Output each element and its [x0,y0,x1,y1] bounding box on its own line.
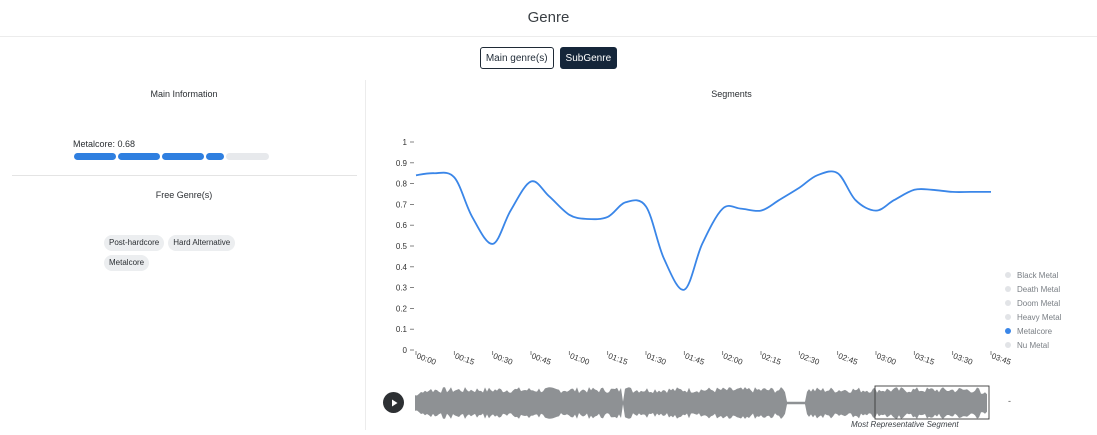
legend-dot-icon [1005,342,1011,348]
main-genre-button[interactable]: Main genre(s) [479,47,554,69]
play-icon [391,399,397,406]
legend-item[interactable]: Doom Metal [1005,296,1061,310]
legend-dot-icon [1005,272,1011,278]
legend-label: Black Metal [1017,270,1059,280]
legend-item[interactable]: Death Metal [1005,282,1061,296]
header-bar: Genre [0,0,1097,37]
panel-divider [365,80,366,430]
right-panel: Segments [366,80,1097,435]
legend-dot-icon [1005,300,1011,306]
genre-tag: Metalcore [104,255,150,271]
legend-item[interactable]: Black Metal [1005,268,1061,282]
waveform-end-marker: - [1008,396,1011,406]
score-bar-segment [74,153,116,160]
legend-item[interactable]: Nu Metal [1005,338,1061,352]
free-genre-tags: Post-hardcore Hard Alternative Metalcore [104,235,274,271]
score-bar-segment [118,153,160,160]
main-information-title: Main Information [150,89,218,99]
score-bar-segment [206,153,224,160]
section-divider [12,175,357,176]
segments-title: Segments [711,89,752,99]
genre-view-toggle: Main genre(s) SubGenre [0,47,1097,69]
genre-tag: Hard Alternative [168,235,236,251]
chart-legend: Black Metal Death Metal Doom Metal Heavy Me… [1005,268,1061,352]
genre-score-label: Metalcore: 0.68 [73,139,136,149]
legend-dot-icon [1005,286,1011,292]
representative-segment-label: Most Representative Segment [851,420,959,429]
subgenre-button[interactable]: SubGenre [559,47,618,69]
page-title: Genre [527,9,570,26]
score-bar-segment [226,153,269,160]
legend-label: Metalcore [1017,326,1053,336]
genre-tag: Post-hardcore [104,235,165,251]
legend-dot-icon [1005,314,1011,320]
legend-label: Death Metal [1017,284,1061,294]
legend-item[interactable]: Metalcore [1005,324,1061,338]
legend-item[interactable]: Heavy Metal [1005,310,1061,324]
legend-label: Nu Metal [1017,340,1050,350]
score-bar-segment [162,153,204,160]
legend-label: Doom Metal [1017,298,1061,308]
genre-score-bar [74,153,294,160]
legend-label: Heavy Metal [1017,312,1062,322]
play-button[interactable] [383,392,404,413]
legend-dot-icon [1005,328,1011,334]
free-genres-title: Free Genre(s) [155,190,213,200]
left-panel: Main Information Metalcore: 0.68 Free Ge… [0,80,365,435]
